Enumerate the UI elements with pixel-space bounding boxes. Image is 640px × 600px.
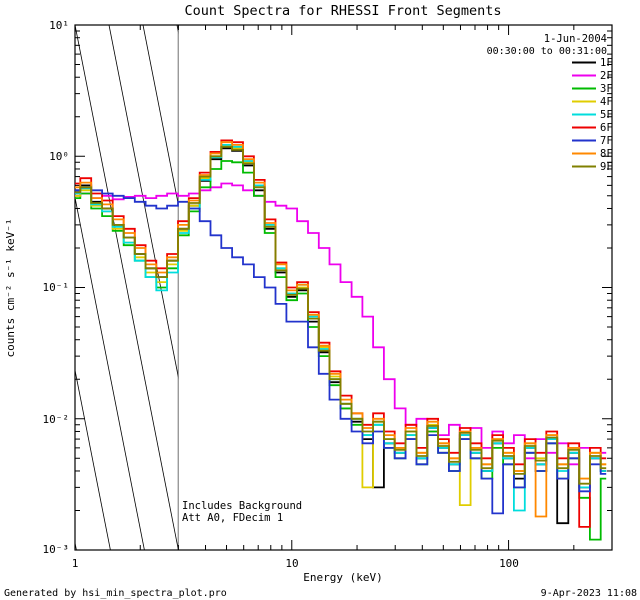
obs-time-range: 00:30:00 to 00:31:00: [487, 46, 607, 57]
series-lines: [75, 139, 607, 541]
spectrum-9F: [75, 145, 607, 485]
legend-label-8F: 8F: [600, 148, 613, 160]
footer-datetime: 9-Apr-2023 11:08: [541, 588, 637, 599]
hatch-line: [142, 25, 179, 207]
plot-frame: [74, 24, 613, 551]
hatch-line: [75, 195, 145, 550]
note-includes-background: Includes Background: [182, 500, 302, 512]
y-axis-label: counts cm⁻² s⁻¹ keV⁻¹: [4, 218, 17, 357]
y-tick-label: 10¹: [49, 19, 69, 32]
obs-date: 1-Jun-2004: [544, 33, 607, 45]
spectrum-5F: [75, 144, 607, 512]
plot-title: Count Spectra for RHESSI Front Segments: [185, 3, 502, 19]
spectrum-4F: [75, 145, 607, 506]
y-tick-label: 10⁻²: [43, 413, 70, 426]
footer-generator: Generated by hsi_min_spectra_plot.pro: [4, 588, 227, 599]
spectrum-2F: [75, 182, 607, 466]
legend-label-2F: 2F: [600, 70, 613, 82]
x-tick-label: 10: [285, 557, 298, 570]
legend-label-6F: 6F: [600, 122, 613, 134]
hatch-line: [75, 25, 179, 550]
y-tick-label: 10⁻¹: [43, 281, 70, 294]
spectrum-3F: [75, 160, 607, 541]
y-tick-label: 10⁰: [49, 150, 69, 163]
x-tick-label: 1: [72, 557, 79, 570]
legend-label-3F: 3F: [600, 83, 613, 95]
y-tick-label: 10⁻³: [43, 543, 70, 556]
note-attenuator: Att A0, FDecim 1: [182, 512, 283, 524]
legend-label-4F: 4F: [600, 96, 613, 108]
legend-label-9F: 9F: [600, 161, 613, 173]
spectrum-1F: [75, 147, 607, 525]
spectrum-7F: [75, 186, 607, 515]
hatch-line: [75, 368, 111, 550]
legend-label-5F: 5F: [600, 109, 613, 121]
legend-label-7F: 7F: [600, 135, 613, 147]
x-tick-label: 100: [499, 557, 519, 570]
legend-label-1F: 1F: [600, 57, 613, 69]
x-axis-label: Energy (keV): [303, 571, 382, 584]
